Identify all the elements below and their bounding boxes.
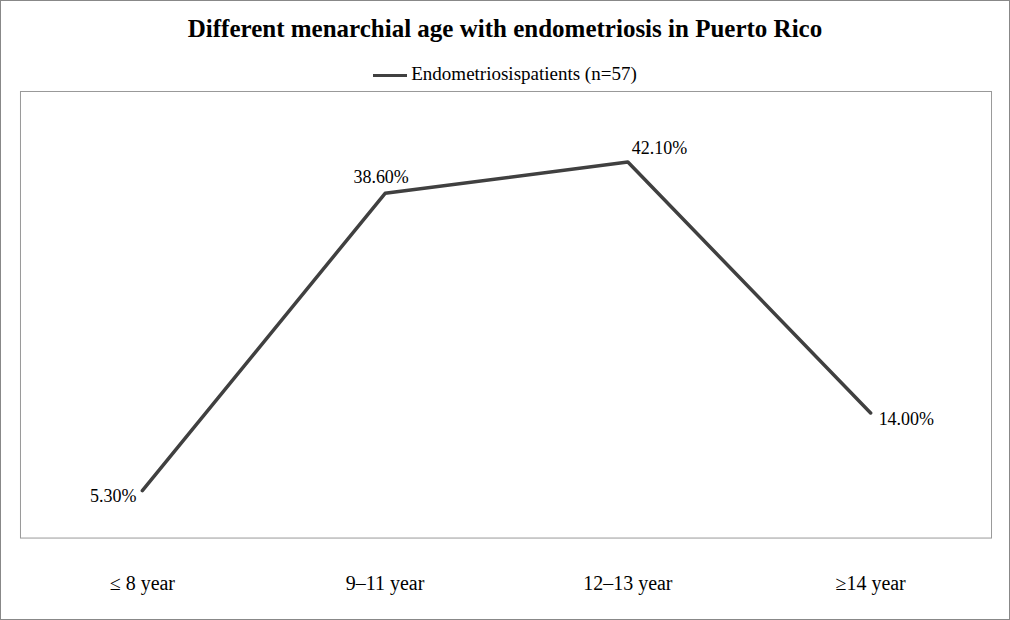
svg-text:9–11 year: 9–11 year xyxy=(346,572,425,595)
svg-text:38.60%: 38.60% xyxy=(353,167,408,187)
svg-text:12–13 year: 12–13 year xyxy=(583,572,673,595)
html-text:Different menarchial age with: Different menarchial age with endometrio… xyxy=(187,15,823,42)
svg-text:14.00%: 14.00% xyxy=(879,409,934,429)
svg-text:42.10%: 42.10% xyxy=(632,138,687,158)
html-text:Endometriosispatients (n=57): Endometriosispatients (n=57) xyxy=(411,63,637,84)
svg-text:≤ 8 year: ≤ 8 year xyxy=(110,572,176,595)
svg-text:5.30%: 5.30% xyxy=(90,486,136,506)
svg-text:≥14 year: ≥14 year xyxy=(835,572,906,595)
